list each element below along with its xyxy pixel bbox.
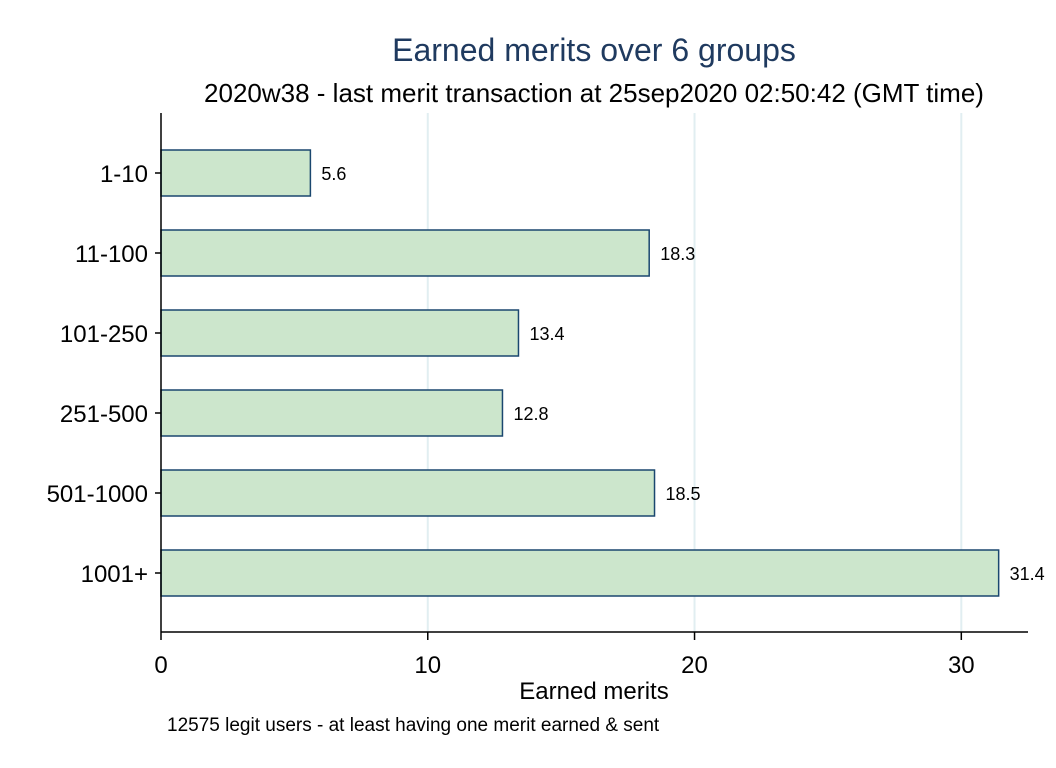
value-label-251-500: 12.8	[513, 404, 548, 424]
x-tick-label-20: 20	[681, 652, 708, 679]
bar-101-250	[160, 309, 520, 357]
value-label-1001+: 31.4	[1010, 564, 1045, 584]
bar-11-100	[160, 229, 650, 277]
category-label-251-500: 251-500	[60, 401, 148, 428]
value-label-501-1000: 18.5	[666, 484, 701, 504]
bar-1-10	[160, 149, 312, 197]
gridlines	[426, 113, 963, 632]
value-label-1-10: 5.6	[321, 164, 346, 184]
value-label-101-250: 13.4	[529, 324, 564, 344]
value-label-11-100: 18.3	[660, 244, 695, 264]
x-tick-label-30: 30	[948, 652, 975, 679]
category-label-1-10: 1-10	[100, 161, 148, 188]
x-tick-label-0: 0	[154, 652, 167, 679]
bars: 1-10 5.6 11-100 18.3 101-250 13.4 251-500 12.8 5…	[47, 149, 1045, 597]
chart-note: 12575 legit users - at least having one …	[167, 715, 660, 736]
category-label-1001+: 1001+	[81, 561, 148, 588]
bar-251-500	[160, 389, 504, 437]
bar-1001+	[160, 549, 1000, 597]
chart-title: Earned merits over 6 groups	[392, 32, 796, 68]
category-label-11-100: 11-100	[75, 241, 148, 268]
x-axis-title: Earned merits	[519, 678, 668, 705]
x-tick-label-10: 10	[414, 652, 441, 679]
axes: 0 10 20 30	[154, 113, 1028, 679]
chart-subtitle: 2020w38 - last merit transaction at 25se…	[204, 78, 984, 108]
bar-501-1000	[160, 469, 656, 517]
category-label-501-1000: 501-1000	[47, 481, 148, 508]
category-label-101-250: 101-250	[60, 321, 148, 348]
